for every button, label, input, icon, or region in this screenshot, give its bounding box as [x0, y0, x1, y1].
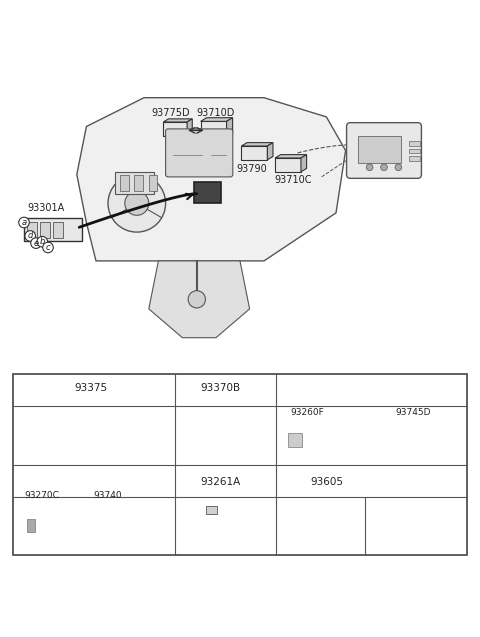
- Text: 93710C: 93710C: [274, 175, 312, 185]
- Polygon shape: [425, 424, 432, 451]
- FancyBboxPatch shape: [149, 175, 157, 191]
- Text: 93710D: 93710D: [197, 108, 235, 118]
- Polygon shape: [163, 119, 192, 122]
- Text: c: c: [283, 383, 288, 393]
- Text: b: b: [183, 383, 190, 393]
- Polygon shape: [25, 510, 69, 514]
- Text: 93740: 93740: [94, 491, 122, 500]
- FancyBboxPatch shape: [358, 136, 401, 162]
- Text: 93745D: 93745D: [395, 408, 431, 417]
- Text: 93301A: 93301A: [27, 203, 64, 213]
- Polygon shape: [300, 511, 341, 515]
- Circle shape: [108, 175, 166, 232]
- Polygon shape: [204, 516, 240, 534]
- FancyBboxPatch shape: [134, 175, 143, 191]
- Text: 93270C: 93270C: [24, 491, 59, 500]
- Polygon shape: [66, 422, 100, 427]
- Text: e: e: [183, 476, 189, 487]
- Text: d: d: [27, 231, 33, 240]
- Polygon shape: [163, 122, 187, 136]
- Circle shape: [19, 217, 29, 228]
- Polygon shape: [92, 422, 100, 446]
- FancyBboxPatch shape: [347, 123, 421, 178]
- Circle shape: [43, 242, 53, 253]
- Polygon shape: [210, 420, 234, 452]
- Text: c: c: [46, 243, 50, 252]
- Polygon shape: [289, 428, 321, 451]
- Polygon shape: [100, 514, 131, 534]
- FancyBboxPatch shape: [13, 374, 467, 555]
- Text: 93790: 93790: [237, 164, 267, 175]
- Circle shape: [25, 231, 36, 241]
- Circle shape: [180, 475, 192, 488]
- FancyBboxPatch shape: [206, 506, 217, 514]
- FancyBboxPatch shape: [24, 218, 82, 241]
- Circle shape: [18, 382, 30, 394]
- Polygon shape: [66, 427, 92, 446]
- Polygon shape: [187, 119, 192, 136]
- Polygon shape: [289, 424, 328, 428]
- Polygon shape: [25, 514, 61, 534]
- Polygon shape: [241, 146, 267, 160]
- Circle shape: [180, 382, 192, 394]
- Polygon shape: [201, 121, 227, 136]
- Polygon shape: [77, 97, 346, 261]
- FancyBboxPatch shape: [409, 148, 420, 154]
- Polygon shape: [275, 158, 301, 172]
- Circle shape: [37, 236, 48, 247]
- Polygon shape: [275, 155, 307, 158]
- Text: a: a: [21, 383, 27, 393]
- Circle shape: [279, 382, 292, 394]
- Text: b: b: [39, 237, 45, 246]
- Polygon shape: [398, 428, 425, 451]
- FancyBboxPatch shape: [53, 222, 63, 238]
- Polygon shape: [131, 510, 138, 534]
- Circle shape: [125, 191, 149, 215]
- Circle shape: [395, 164, 402, 171]
- Polygon shape: [201, 118, 233, 121]
- Polygon shape: [301, 155, 307, 172]
- Polygon shape: [241, 143, 273, 146]
- Circle shape: [18, 475, 30, 488]
- Polygon shape: [61, 510, 69, 534]
- Circle shape: [381, 164, 387, 171]
- Circle shape: [188, 290, 205, 308]
- Polygon shape: [398, 424, 432, 428]
- Text: 93370B: 93370B: [201, 383, 241, 393]
- Text: e: e: [34, 239, 38, 248]
- Text: a: a: [22, 218, 26, 227]
- FancyBboxPatch shape: [27, 222, 37, 238]
- Text: 93375: 93375: [74, 383, 108, 393]
- FancyBboxPatch shape: [409, 141, 420, 146]
- Text: 93605: 93605: [310, 476, 343, 487]
- Polygon shape: [234, 416, 241, 452]
- Circle shape: [366, 164, 373, 171]
- Circle shape: [31, 238, 41, 248]
- FancyBboxPatch shape: [27, 519, 35, 532]
- Text: d: d: [21, 476, 27, 487]
- FancyBboxPatch shape: [194, 182, 221, 203]
- Text: 93261A: 93261A: [201, 476, 241, 487]
- Polygon shape: [100, 510, 138, 514]
- Polygon shape: [204, 511, 248, 516]
- FancyBboxPatch shape: [40, 222, 50, 238]
- Polygon shape: [227, 118, 233, 136]
- FancyBboxPatch shape: [409, 156, 420, 161]
- Text: 93775D: 93775D: [152, 108, 190, 118]
- FancyBboxPatch shape: [166, 129, 233, 177]
- FancyBboxPatch shape: [288, 433, 302, 447]
- Polygon shape: [321, 424, 328, 451]
- Polygon shape: [240, 511, 248, 534]
- Text: 93260F: 93260F: [290, 408, 324, 417]
- FancyBboxPatch shape: [115, 172, 154, 194]
- Polygon shape: [300, 515, 334, 534]
- Polygon shape: [149, 261, 250, 338]
- FancyBboxPatch shape: [120, 175, 129, 191]
- Polygon shape: [334, 511, 341, 534]
- Polygon shape: [267, 143, 273, 160]
- Polygon shape: [210, 416, 241, 420]
